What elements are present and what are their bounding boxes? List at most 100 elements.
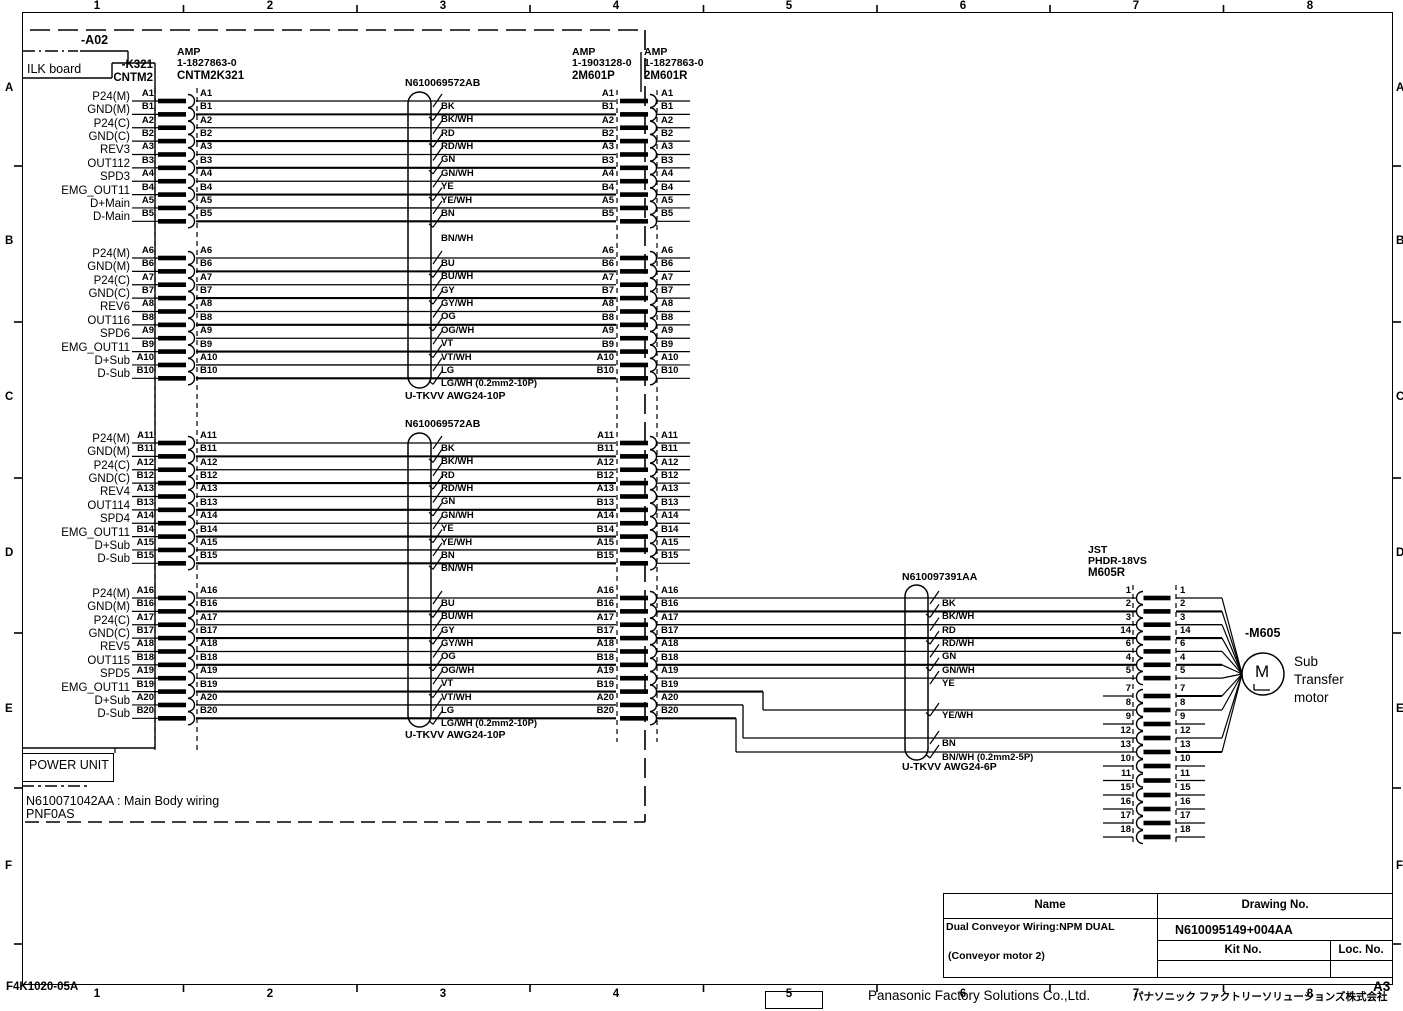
connector-socket-arc (187, 331, 196, 346)
pin-label-m601p: A12 (596, 456, 614, 468)
connector-pin-bar (158, 675, 186, 681)
pin-label-m601r: A6 (661, 245, 674, 256)
cable1-part-label: N610069572AB (405, 77, 481, 89)
wire-color-label: GY/WH (441, 638, 474, 650)
pin-label-cntm2-right: B18 (200, 651, 218, 663)
signal-label: D+Main (90, 197, 130, 210)
signal-label: OUT115 (87, 654, 130, 667)
m601r-part-label: 1-1827863-0 (644, 57, 704, 69)
pin-label-m601p: B9 (601, 338, 614, 350)
pin-label-m601p: A9 (601, 325, 614, 337)
pin-label-cntm2-left: A6 (141, 245, 154, 256)
pin-label-m601r: B15 (661, 550, 679, 562)
cable2-bundle (407, 432, 432, 728)
connector-socket-arc (187, 290, 196, 306)
signal-label: D-Sub (97, 553, 130, 566)
twist-mark (432, 617, 443, 632)
connector-pin-bar (158, 125, 186, 131)
pin-label-m601r: B3 (661, 154, 674, 166)
twist-mark (432, 529, 443, 543)
connector-pin-bar (620, 112, 648, 117)
pin-label-m605r-left: 14 (1120, 625, 1131, 637)
connector-pin-bar (620, 376, 648, 381)
zone-row-label-left: C (5, 391, 14, 403)
pin-label-m601p: B18 (596, 651, 614, 663)
connector-socket-arc (187, 174, 196, 189)
zone-row-label-right: E (1396, 703, 1403, 715)
wire-color-label: GY (441, 624, 455, 636)
pin-label-m605r-right: 11 (1180, 767, 1191, 779)
signal-label: GND(C) (88, 288, 130, 301)
signal-label: REV5 (99, 641, 130, 654)
pin-label-m605r-left: 9 (1125, 711, 1131, 722)
pin-label-m601r: A9 (661, 325, 674, 337)
twist-mark (428, 380, 434, 385)
pin-label-cntm2-right: B3 (200, 154, 213, 166)
twist-mark (925, 640, 931, 645)
pin-label-cntm2-left: B7 (141, 285, 154, 297)
pin-label-m601p: A3 (601, 141, 614, 153)
title-name-line2: (Conveyor motor 2) (948, 950, 1045, 962)
twist-mark (432, 710, 443, 725)
pin-label-m601p: B7 (601, 285, 614, 297)
twist-mark (432, 277, 443, 292)
connector-socket-arc (1135, 815, 1144, 831)
connector-pin-bar (158, 322, 186, 328)
connector-pin-bar (620, 494, 648, 499)
connector-socket-arc (187, 304, 196, 319)
connector-pin-bar (1143, 595, 1171, 601)
signal-label: GND(M) (87, 261, 130, 274)
connector-pin-bar (620, 649, 648, 654)
connector-pin-bar (620, 675, 648, 681)
pin-label-cntm2-left: B17 (136, 625, 154, 637)
pin-label-cntm2-left: A14 (136, 510, 154, 522)
twist-mark (925, 754, 931, 759)
pin-label-cntm2-right: B1 (200, 101, 213, 113)
pin-label-m601r: B6 (661, 258, 674, 270)
pin-label-m601p: B5 (601, 208, 614, 220)
twist-mark (428, 300, 434, 305)
motor-name-line3: motor (1294, 690, 1329, 705)
pin-label-m601p: B12 (596, 470, 614, 482)
pin-label-cntm2-right: B15 (200, 550, 218, 562)
connector-pin-bar (620, 716, 648, 721)
board-code-label: PNF0AS (26, 807, 75, 821)
connector-socket-arc (187, 475, 196, 491)
pin-label-cntm2-left: A11 (137, 430, 154, 441)
m605r-name-label: M605R (1088, 567, 1126, 579)
wire-color-label: OG/WH (441, 324, 475, 336)
twist-mark (929, 702, 940, 717)
pin-label-cntm2-right: A7 (200, 271, 213, 283)
pin-label-m605r-right: 2 (1180, 598, 1186, 610)
pin-label-m601r: B20 (661, 705, 679, 717)
connector-pin-bar (158, 440, 186, 446)
connector-pin-bar (620, 138, 648, 144)
twist-mark (428, 143, 434, 148)
connector-socket-arc (1135, 617, 1144, 632)
twist-mark (432, 120, 443, 135)
connector-pin-bar (158, 702, 186, 708)
pin-label-m605r-right: 7 (1180, 683, 1186, 694)
pin-label-cntm2-left: B13 (136, 496, 154, 508)
connector-pin-bar (158, 649, 186, 654)
m601r-maker-label: AMP (644, 46, 668, 58)
pin-label-cntm2-left: B11 (137, 443, 154, 455)
connector-socket-arc (1135, 801, 1144, 817)
pin-label-m605r-right: 1 (1180, 585, 1186, 596)
pin-label-cntm2-left: B4 (141, 181, 154, 193)
pin-label-cntm2-left: B6 (141, 258, 154, 270)
twist-mark (428, 485, 434, 490)
title-block-divider (1330, 940, 1332, 978)
connector-pin-bar (158, 219, 186, 224)
sheet-code-label: F4K1020-05A (6, 981, 79, 993)
pin-label-cntm2-right: A4 (200, 168, 213, 180)
signal-label: SPD5 (99, 668, 130, 681)
pin-label-m601r: A19 (661, 665, 679, 677)
motor-wire-color-label: GN/WH (942, 664, 975, 676)
connector-socket-arc (187, 435, 196, 451)
pin-label-m601p: A17 (596, 611, 614, 623)
twist-mark (428, 116, 434, 121)
cable3-bundle (904, 584, 929, 761)
wire-color-label: LG (441, 364, 455, 376)
